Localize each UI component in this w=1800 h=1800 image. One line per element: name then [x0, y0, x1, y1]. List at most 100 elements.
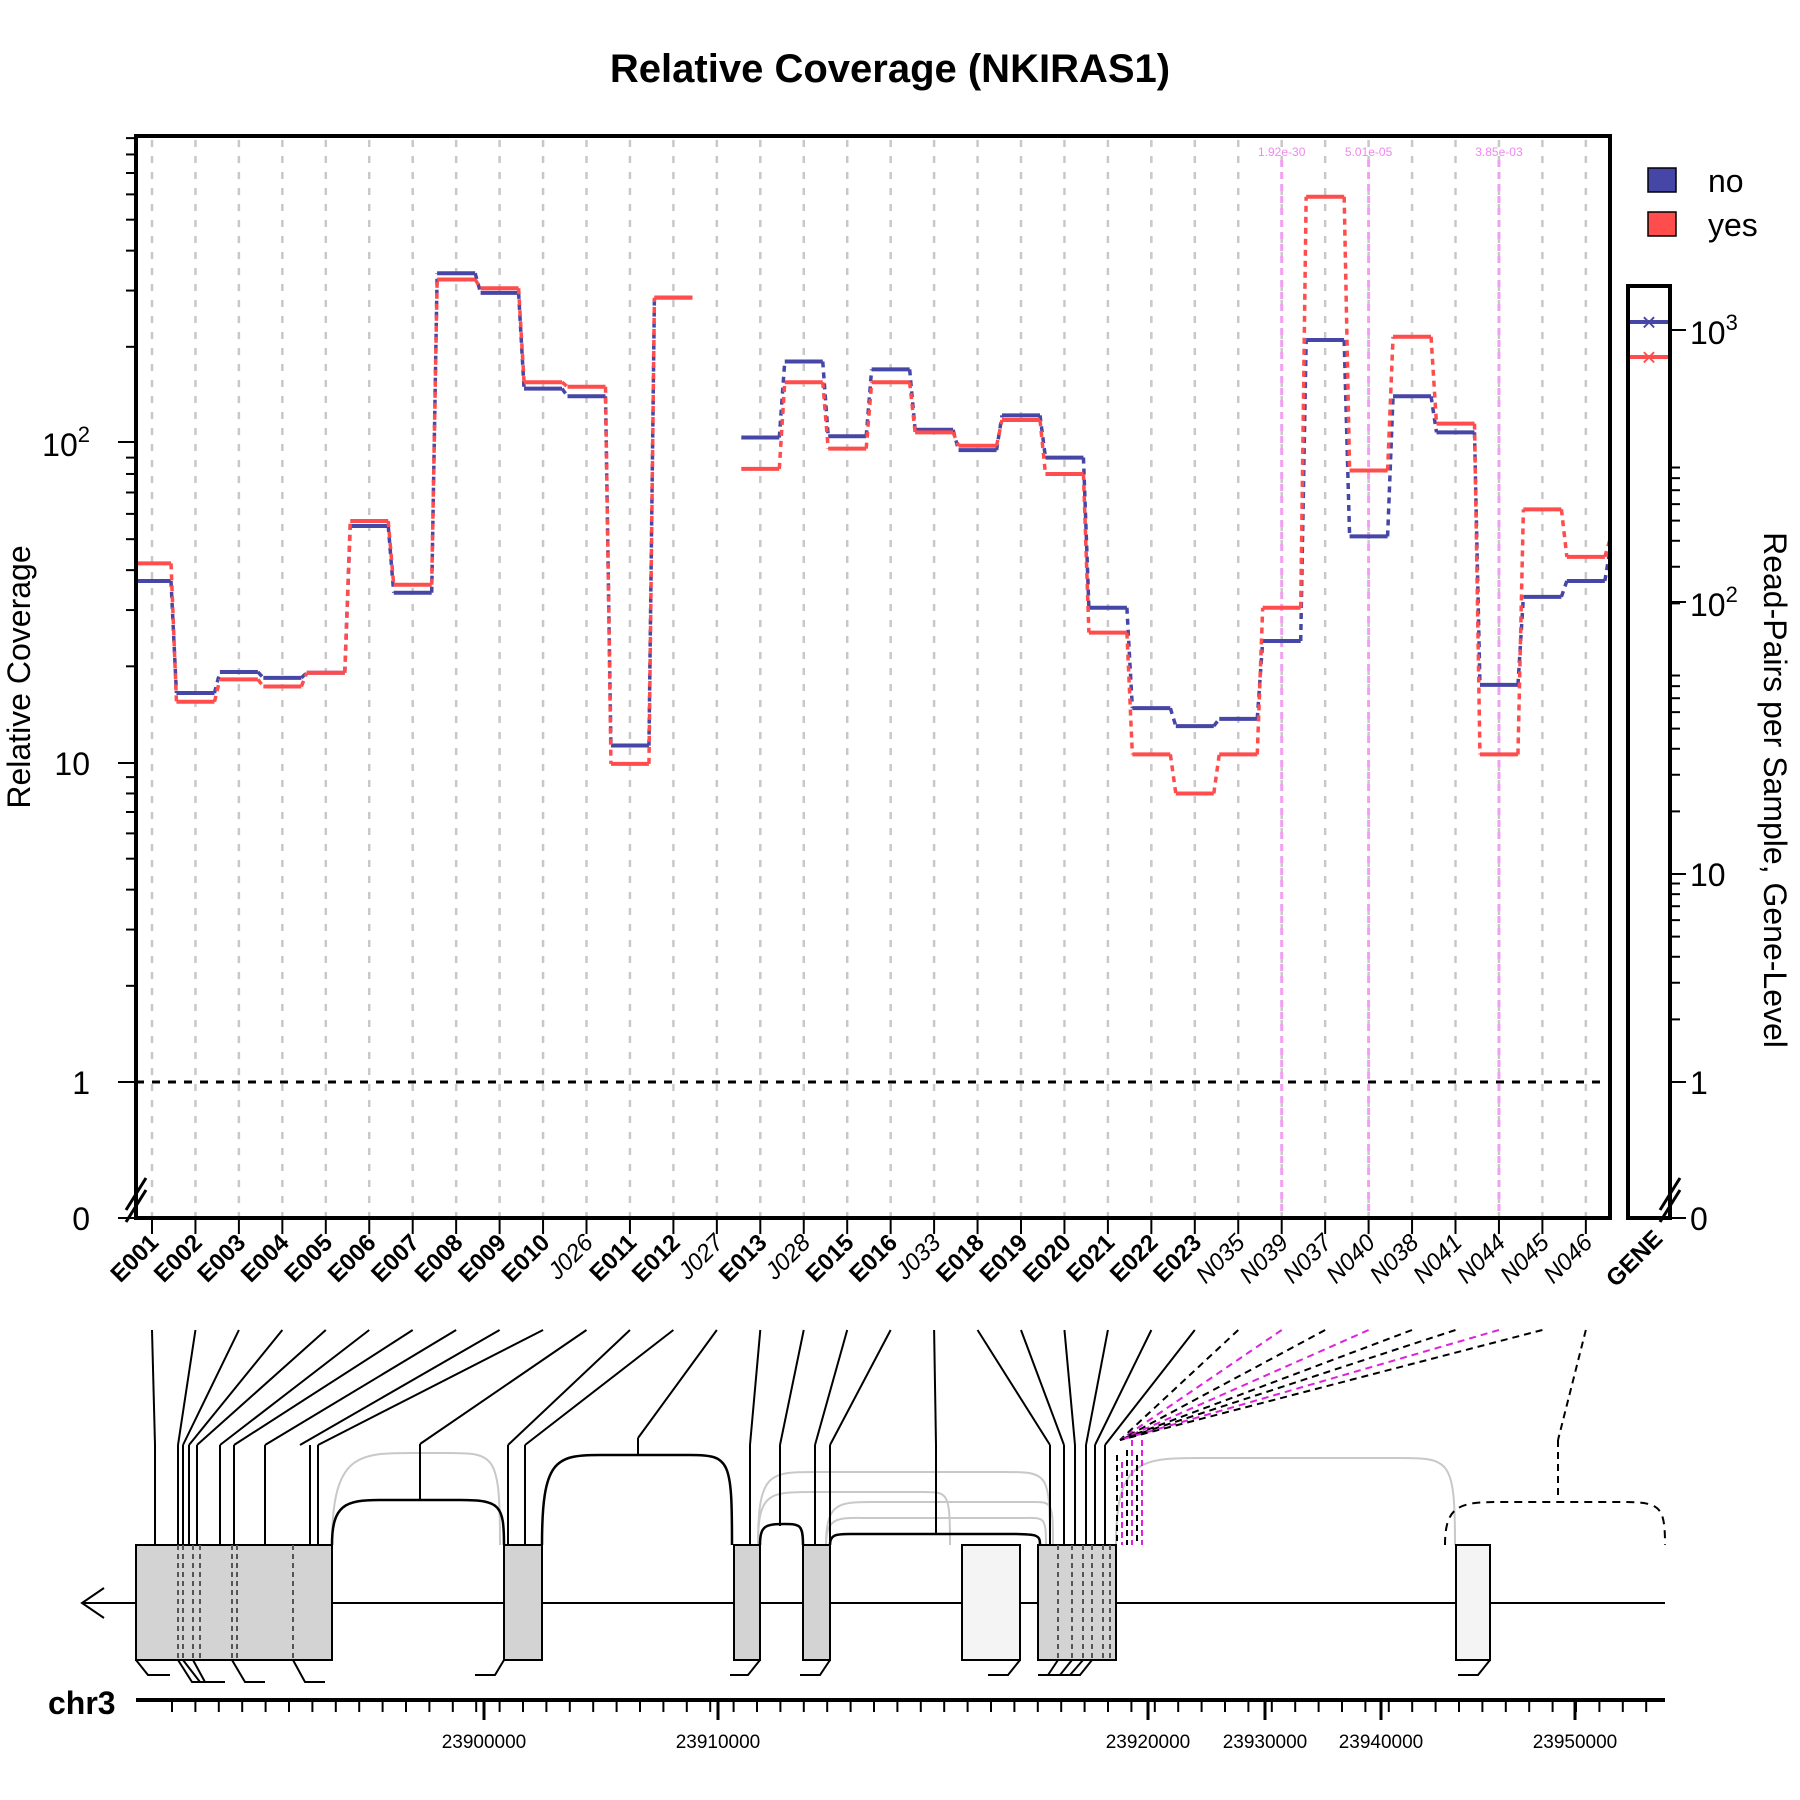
- gene-label: GENE: [1601, 1225, 1668, 1292]
- x-label-J026: J026: [542, 1229, 599, 1286]
- genomic-axis: chr3 23900000 23910000 23920000 23930000…: [48, 1685, 1665, 1753]
- series-yes-connector: [647, 297, 657, 764]
- series-no-connector: [603, 396, 613, 746]
- legend-label-no: no: [1708, 163, 1744, 199]
- connector-N038: [1119, 1329, 1413, 1441]
- connector-N037: [1119, 1329, 1326, 1441]
- series-no-connector: [516, 292, 526, 389]
- connector-N040: [1119, 1329, 1370, 1441]
- x-label-E018: E018: [931, 1229, 990, 1288]
- series-yes-connector: [603, 386, 613, 764]
- series-no-connector: [1168, 707, 1178, 727]
- x-label-E012: E012: [627, 1229, 686, 1288]
- series-no-connector: [1385, 396, 1395, 537]
- connector-E013: [749, 1329, 762, 1446]
- chart-title: Relative Coverage (NKIRAS1): [610, 47, 1170, 91]
- x-label-E021: E021: [1061, 1229, 1120, 1288]
- x-label-E011: E011: [584, 1229, 642, 1287]
- y2-tick-label-100: 102: [1690, 582, 1738, 623]
- gene-model: [80, 1438, 1666, 1683]
- gene-level-no-marker: ×: [1641, 307, 1656, 337]
- y2-tick-label-1000: 103: [1690, 310, 1738, 351]
- series-yes-connector: [1516, 509, 1526, 755]
- exon-block-1: [135, 1544, 333, 1661]
- connector-E010: [317, 1329, 544, 1446]
- novel-junction-arc: [1444, 1501, 1666, 1546]
- exon-footers: [135, 1659, 1491, 1683]
- series-yes-connector: [821, 382, 830, 449]
- x-label-N037: N037: [1278, 1228, 1339, 1289]
- x-label-E013: E013: [714, 1229, 773, 1288]
- connector-E022: [1094, 1329, 1153, 1446]
- x-label-E010: E010: [497, 1229, 556, 1288]
- genomic-tick-label-23920000: 23920000: [1106, 1732, 1191, 1753]
- series-yes-connector: [560, 380, 569, 389]
- series-yes-connector: [1125, 632, 1135, 755]
- y-tick-label-10: 10: [54, 746, 90, 782]
- y-tick-label-0: 0: [72, 1201, 90, 1237]
- series-yes-connector: [429, 279, 439, 585]
- y-axis: 1 10 102 0 Relative Coverage: [1, 136, 148, 1237]
- series-no-connector: [429, 273, 439, 593]
- x-label-E019: E019: [975, 1229, 1034, 1288]
- sig-label-N044: 3.85e-03: [1475, 145, 1523, 159]
- exon-block-6: [1037, 1544, 1117, 1661]
- legend-swatch-no: [1647, 167, 1677, 193]
- genomic-tick-label-23900000: 23900000: [442, 1732, 527, 1753]
- series-yes: [136, 194, 1610, 796]
- connector-J028: [779, 1329, 805, 1446]
- x-label-N040: N040: [1321, 1229, 1381, 1289]
- x-label-E006: E006: [323, 1229, 382, 1288]
- series-yes-connector: [777, 382, 787, 469]
- y2-tick-label-0: 0: [1690, 1201, 1708, 1237]
- connector-E008: [264, 1329, 457, 1446]
- connector-N041: [1119, 1329, 1456, 1441]
- series-yes-connector: [994, 419, 1004, 447]
- series-yes-connector: [1255, 607, 1265, 755]
- series-yes-connector: [516, 288, 526, 383]
- connector-J026: [419, 1329, 588, 1445]
- x-label-N041: N041: [1408, 1229, 1468, 1289]
- y2-tick-label-10: 10: [1690, 857, 1726, 893]
- x-label-N045: N045: [1495, 1229, 1555, 1289]
- series-yes-connector: [1081, 473, 1091, 633]
- series-no-connector: [1081, 457, 1091, 608]
- series-yes-connector: [169, 563, 179, 702]
- connector-N045: [1119, 1329, 1543, 1441]
- connector-E012: [524, 1329, 675, 1446]
- x-label-N035: N035: [1191, 1229, 1251, 1289]
- series-yes-connector: [1212, 754, 1221, 794]
- y-tick-label-100: 102: [42, 422, 90, 463]
- exon-block-7: [1455, 1544, 1491, 1661]
- connector-E004: [188, 1329, 284, 1446]
- connector-E006: [219, 1329, 370, 1446]
- x-label-N046: N046: [1538, 1229, 1598, 1289]
- y-axis-label: Relative Coverage: [1, 545, 37, 808]
- sig-label-N040: 5.01e-05: [1345, 145, 1393, 159]
- series-yes-connector: [1385, 336, 1395, 471]
- connector-E020: [1063, 1329, 1076, 1446]
- series-no-connector: [1212, 717, 1221, 728]
- x-label-E002: E002: [149, 1229, 208, 1288]
- connector-E007: [233, 1329, 414, 1446]
- gene-level-panel: × × 1 10 102 103 0 Read-Pairs per Sample…: [1601, 284, 1793, 1292]
- chromosome-label: chr3: [48, 1685, 116, 1721]
- exon-block-5: [961, 1544, 1021, 1661]
- x-axis: [136, 1217, 1610, 1234]
- gene-level-yes-marker: ×: [1641, 342, 1656, 372]
- x-label-E008: E008: [410, 1229, 469, 1288]
- genomic-tick-label-23940000: 23940000: [1339, 1732, 1424, 1753]
- legend-swatch-yes: [1647, 211, 1677, 237]
- series-no-connector: [256, 670, 265, 680]
- connector-E018: [976, 1329, 1051, 1446]
- connector-E001: [151, 1329, 156, 1446]
- connector-N035: [1119, 1329, 1239, 1441]
- x-label-E016: E016: [844, 1229, 903, 1288]
- connector-N039: [1119, 1329, 1283, 1441]
- connector-J033: [933, 1329, 937, 1446]
- sig-label-N039: 1.92e-30: [1258, 145, 1306, 159]
- feature-connectors: [151, 1329, 1587, 1500]
- x-label-N039: N039: [1234, 1229, 1294, 1289]
- connector-N046: [1557, 1329, 1587, 1441]
- junction-arcs-unused: [331, 1451, 1456, 1546]
